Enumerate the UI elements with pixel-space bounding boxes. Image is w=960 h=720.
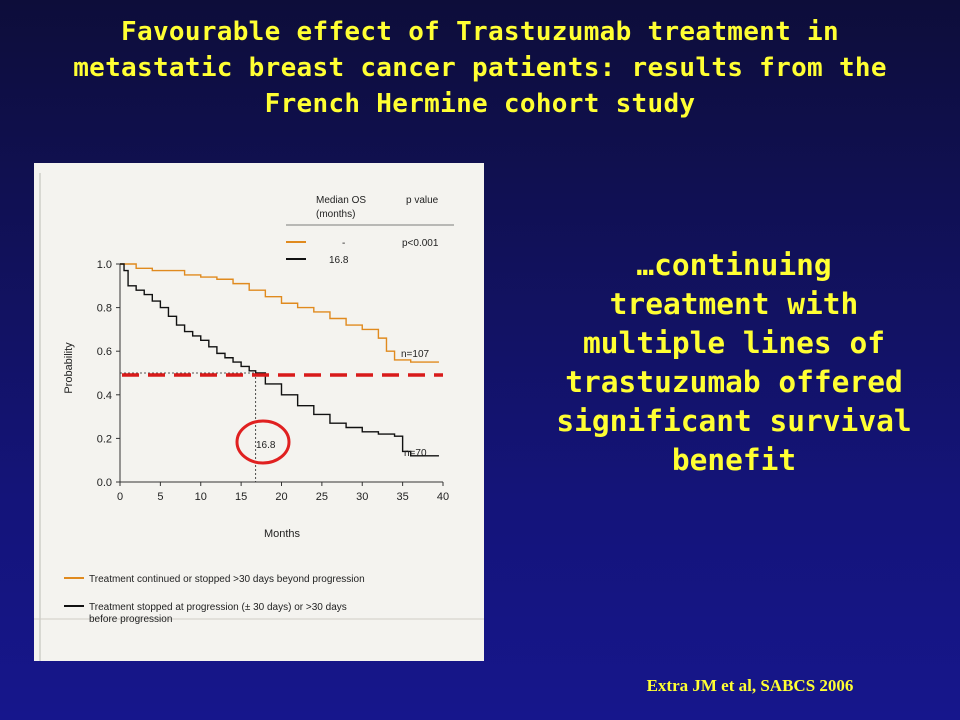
median-value-label: 16.8: [256, 440, 276, 451]
x-tick-label: 15: [235, 491, 247, 503]
x-tick-label: 30: [356, 491, 368, 503]
bottom-legend-text-black: Treatment stopped at progression (± 30 d…: [89, 602, 350, 625]
legend-header-months: (months): [316, 209, 355, 220]
bottom-legend-text-black-line1: Treatment stopped at progression (± 30 d…: [89, 602, 347, 613]
series-curve-continued: [120, 263, 439, 363]
legend-header-median: Median OS: [316, 195, 366, 206]
x-tick-label: 0: [117, 491, 123, 503]
y-tick-label: 0.2: [97, 433, 112, 445]
x-axis-label: Months: [264, 528, 301, 540]
x-tick-label: 40: [437, 491, 449, 503]
bottom-legend-text-black-line2: before progression: [89, 614, 172, 625]
legend-header-pvalue: p value: [406, 195, 439, 206]
slide-title: Favourable effect of Trastuzumab treatme…: [73, 17, 887, 119]
y-tick-label: 0.0: [97, 477, 112, 489]
y-tick-label: 0.8: [97, 303, 112, 315]
figure-panel: Median OS (months) p value - p<0.001 16.…: [34, 163, 484, 661]
km-survival-chart: Median OS (months) p value - p<0.001 16.…: [34, 173, 484, 661]
y-ticks: 0.0 0.2 0.4 0.6 0.8 1.0: [97, 259, 120, 489]
legend-pvalue: p<0.001: [402, 238, 439, 249]
x-tick-label: 25: [316, 491, 328, 503]
bottom-legend-text-orange: Treatment continued or stopped >30 days …: [89, 574, 365, 585]
legend-median-black: 16.8: [329, 255, 349, 266]
x-tick-label: 10: [195, 491, 207, 503]
n-label-continued: n=107: [401, 349, 430, 360]
y-tick-label: 1.0: [97, 259, 112, 271]
x-tick-label: 20: [275, 491, 287, 503]
series-curve-stopped: [120, 263, 439, 457]
x-tick-label: 5: [157, 491, 163, 503]
y-tick-label: 0.4: [97, 390, 112, 402]
legend-median-orange: -: [342, 238, 345, 249]
citation: Extra JM et al, SABCS 2006: [646, 676, 854, 695]
y-axis-label: Probability: [63, 342, 75, 394]
n-label-stopped: n=70: [404, 448, 427, 459]
median-highlight-circle: [235, 419, 291, 465]
x-tick-label: 35: [397, 491, 409, 503]
key-message: …continuing treatment with multiple line…: [556, 248, 912, 477]
y-tick-label: 0.6: [97, 346, 112, 358]
x-ticks: 0 5 10 15 20 25 30 35 40: [117, 482, 449, 503]
